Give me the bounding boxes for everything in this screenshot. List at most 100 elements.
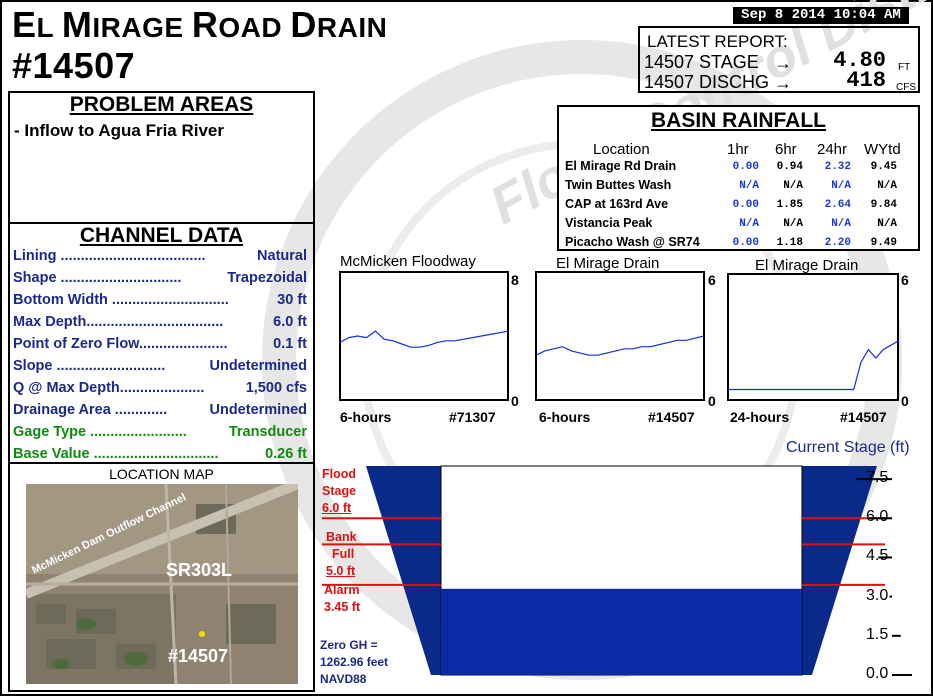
map-gage-label: #14507	[168, 646, 228, 666]
channel-data-value: 30 ft	[277, 292, 307, 308]
channel-data-row: Shape .............................. Trap…	[13, 270, 307, 286]
channel-data-label: Gage Type ........................	[13, 424, 187, 440]
channel-data-label: Q @ Max Depth.....................	[13, 380, 205, 396]
channel-data-value: 6.0 ft	[273, 314, 307, 330]
chart-2-ymin: 0	[708, 393, 716, 409]
rainfall-location: Picacho Wash @ SR74	[565, 235, 700, 249]
rainfall-value-h24: N/A	[831, 218, 851, 230]
discharge-value: 418	[846, 68, 886, 93]
rainfall-value-h6: 0.94	[776, 161, 803, 173]
current-stage-title: Current Stage (ft)	[786, 439, 910, 456]
channel-data-label: Point of Zero Flow......................	[13, 336, 228, 352]
stage-arrow-icon: →	[774, 53, 792, 73]
chart-1-gage: #71307	[449, 409, 496, 425]
rainfall-row: El Mirage Rd Drain 0.00 0.94 2.32 9.45	[565, 159, 905, 178]
stage-label: 14507 STAGE	[644, 52, 759, 72]
rainfall-value-h24: 2.20	[824, 237, 851, 249]
chart-2-gage: #14507	[648, 409, 695, 425]
channel-data-row: Base Value .............................…	[13, 446, 307, 462]
flood-stage-label: Flood Stage 6.0 ft	[322, 467, 357, 515]
channel-data-label: Slope ...........................	[13, 358, 166, 374]
stage-tick-label: 3.0	[866, 586, 889, 604]
title-line-2: #14507	[12, 45, 136, 86]
channel-data-value: Natural	[257, 248, 307, 264]
channel-data-value: Transducer	[228, 424, 307, 440]
rainfall-value-wytd: N/A	[877, 218, 897, 230]
channel-data-label: Max Depth...............................…	[13, 314, 224, 330]
chart-3-plot-area	[727, 273, 899, 401]
channel-data-value: Undetermined	[209, 402, 308, 418]
chart-2-period: 6-hours	[539, 409, 591, 425]
rain-header-1hr: 1hr	[727, 141, 749, 158]
latest-report-heading: LATEST REPORT:	[647, 32, 788, 51]
latest-report-box: LATEST REPORT: 14507 STAGE → 4.80 FT 145…	[638, 26, 920, 93]
discharge-unit: CFS	[896, 82, 916, 93]
channel-data-label: Drainage Area .............	[13, 402, 168, 418]
channel-data-value: Trapezoidal	[227, 270, 307, 286]
rainfall-value-h1: N/A	[739, 180, 759, 192]
alarm-label: Alarm 3.45 ft	[324, 583, 361, 614]
channel-data-value: Undetermined	[209, 358, 308, 374]
stage-tick-label: 7.5	[866, 469, 889, 487]
chart-2-plot-area	[535, 271, 705, 401]
rainfall-row: CAP at 163rd Ave 0.00 1.85 2.64 9.84	[565, 197, 905, 216]
rainfall-row: Picacho Wash @ SR74 0.00 1.18 2.20 9.49	[565, 235, 905, 254]
channel-data-title: CHANNEL DATA	[79, 224, 244, 247]
rainfall-value-h6: 1.85	[776, 199, 803, 211]
rainfall-value-h24: N/A	[831, 180, 851, 192]
stage-value: 4.80	[833, 48, 886, 73]
discharge-arrow-icon: →	[774, 73, 792, 93]
rainfall-value-wytd: 9.45	[870, 161, 897, 173]
stage-unit: FT	[898, 62, 911, 73]
rainfall-location: Twin Buttes Wash	[565, 178, 672, 192]
rainfall-location: El Mirage Rd Drain	[565, 159, 677, 173]
bank-full-label: Bank Full 5.0 ft	[326, 530, 357, 578]
chart-1-period: 6-hours	[340, 409, 392, 425]
location-map-title: LOCATION MAP	[109, 466, 214, 482]
channel-data-label: Lining .................................…	[13, 248, 206, 264]
channel-data-label: Base Value .............................…	[13, 446, 219, 462]
discharge-label: 14507 DISCHG	[644, 72, 770, 92]
page-title: EL MIRAGE ROAD DRAIN #14507	[12, 6, 387, 85]
channel-data-row: Point of Zero Flow......................…	[13, 336, 307, 352]
rainfall-value-h24: 2.32	[824, 161, 851, 173]
map-road-label: SR303L	[166, 560, 232, 580]
channel-data-row: Drainage Area ............. Undetermined	[13, 402, 307, 418]
rainfall-row: Twin Buttes Wash N/A N/A N/A N/A	[565, 178, 905, 197]
channel-data-row: Gage Type ........................ Transd…	[13, 424, 307, 440]
rainfall-value-h6: N/A	[783, 180, 803, 192]
chart-3-ymin: 0	[901, 393, 909, 409]
stage-row: 14507 STAGE → 4.80 FT	[644, 50, 910, 74]
chart-2-ymax: 6	[708, 272, 716, 288]
rainfall-value-wytd: 9.84	[870, 199, 897, 211]
rainfall-value-h1: 0.00	[732, 237, 759, 249]
channel-data-value: 0.26 ft	[265, 446, 307, 462]
discharge-row: 14507 DISCHG → 418 CFS	[644, 70, 916, 94]
basin-rainfall-panel: BASIN RAINFALL Location 1hr 6hr 24hr WYt…	[557, 105, 920, 251]
chart-3-ymax: 6	[901, 272, 909, 288]
channel-data-value: 1,500 cfs	[245, 380, 307, 396]
channel-data-row: Bottom Width ...........................…	[13, 292, 307, 308]
stage-tick-label: 1.5	[866, 625, 889, 643]
rainfall-value-h1: 0.00	[732, 161, 759, 173]
rain-header-location: Location	[593, 141, 650, 158]
location-map-image[interactable]: McMicken Dam Outflow Channel SR303L #145…	[26, 484, 298, 684]
problem-areas-text: - Inflow to Agua Fria River	[14, 121, 224, 140]
channel-data-row: Max Depth...............................…	[13, 314, 307, 330]
basin-rainfall-title: BASIN RAINFALL	[651, 109, 826, 132]
rainfall-value-h6: N/A	[783, 218, 803, 230]
rainfall-row: Vistancia Peak N/A N/A N/A N/A	[565, 216, 905, 235]
channel-data-row: Lining .................................…	[13, 248, 307, 264]
rain-header-wytd: WYtd	[864, 141, 901, 158]
channel-data-panel: CHANNEL DATA Lining ....................…	[8, 222, 315, 464]
chart-3-title: El Mirage Drain	[755, 257, 859, 274]
water-level-fill	[441, 588, 802, 675]
problem-areas-title: PROBLEM AREAS	[69, 93, 254, 116]
rainfall-value-h1: N/A	[739, 218, 759, 230]
rainfall-location: Vistancia Peak	[565, 216, 653, 230]
rainfall-value-h6: 1.18	[776, 237, 803, 249]
chart-2-series-line	[535, 335, 705, 356]
